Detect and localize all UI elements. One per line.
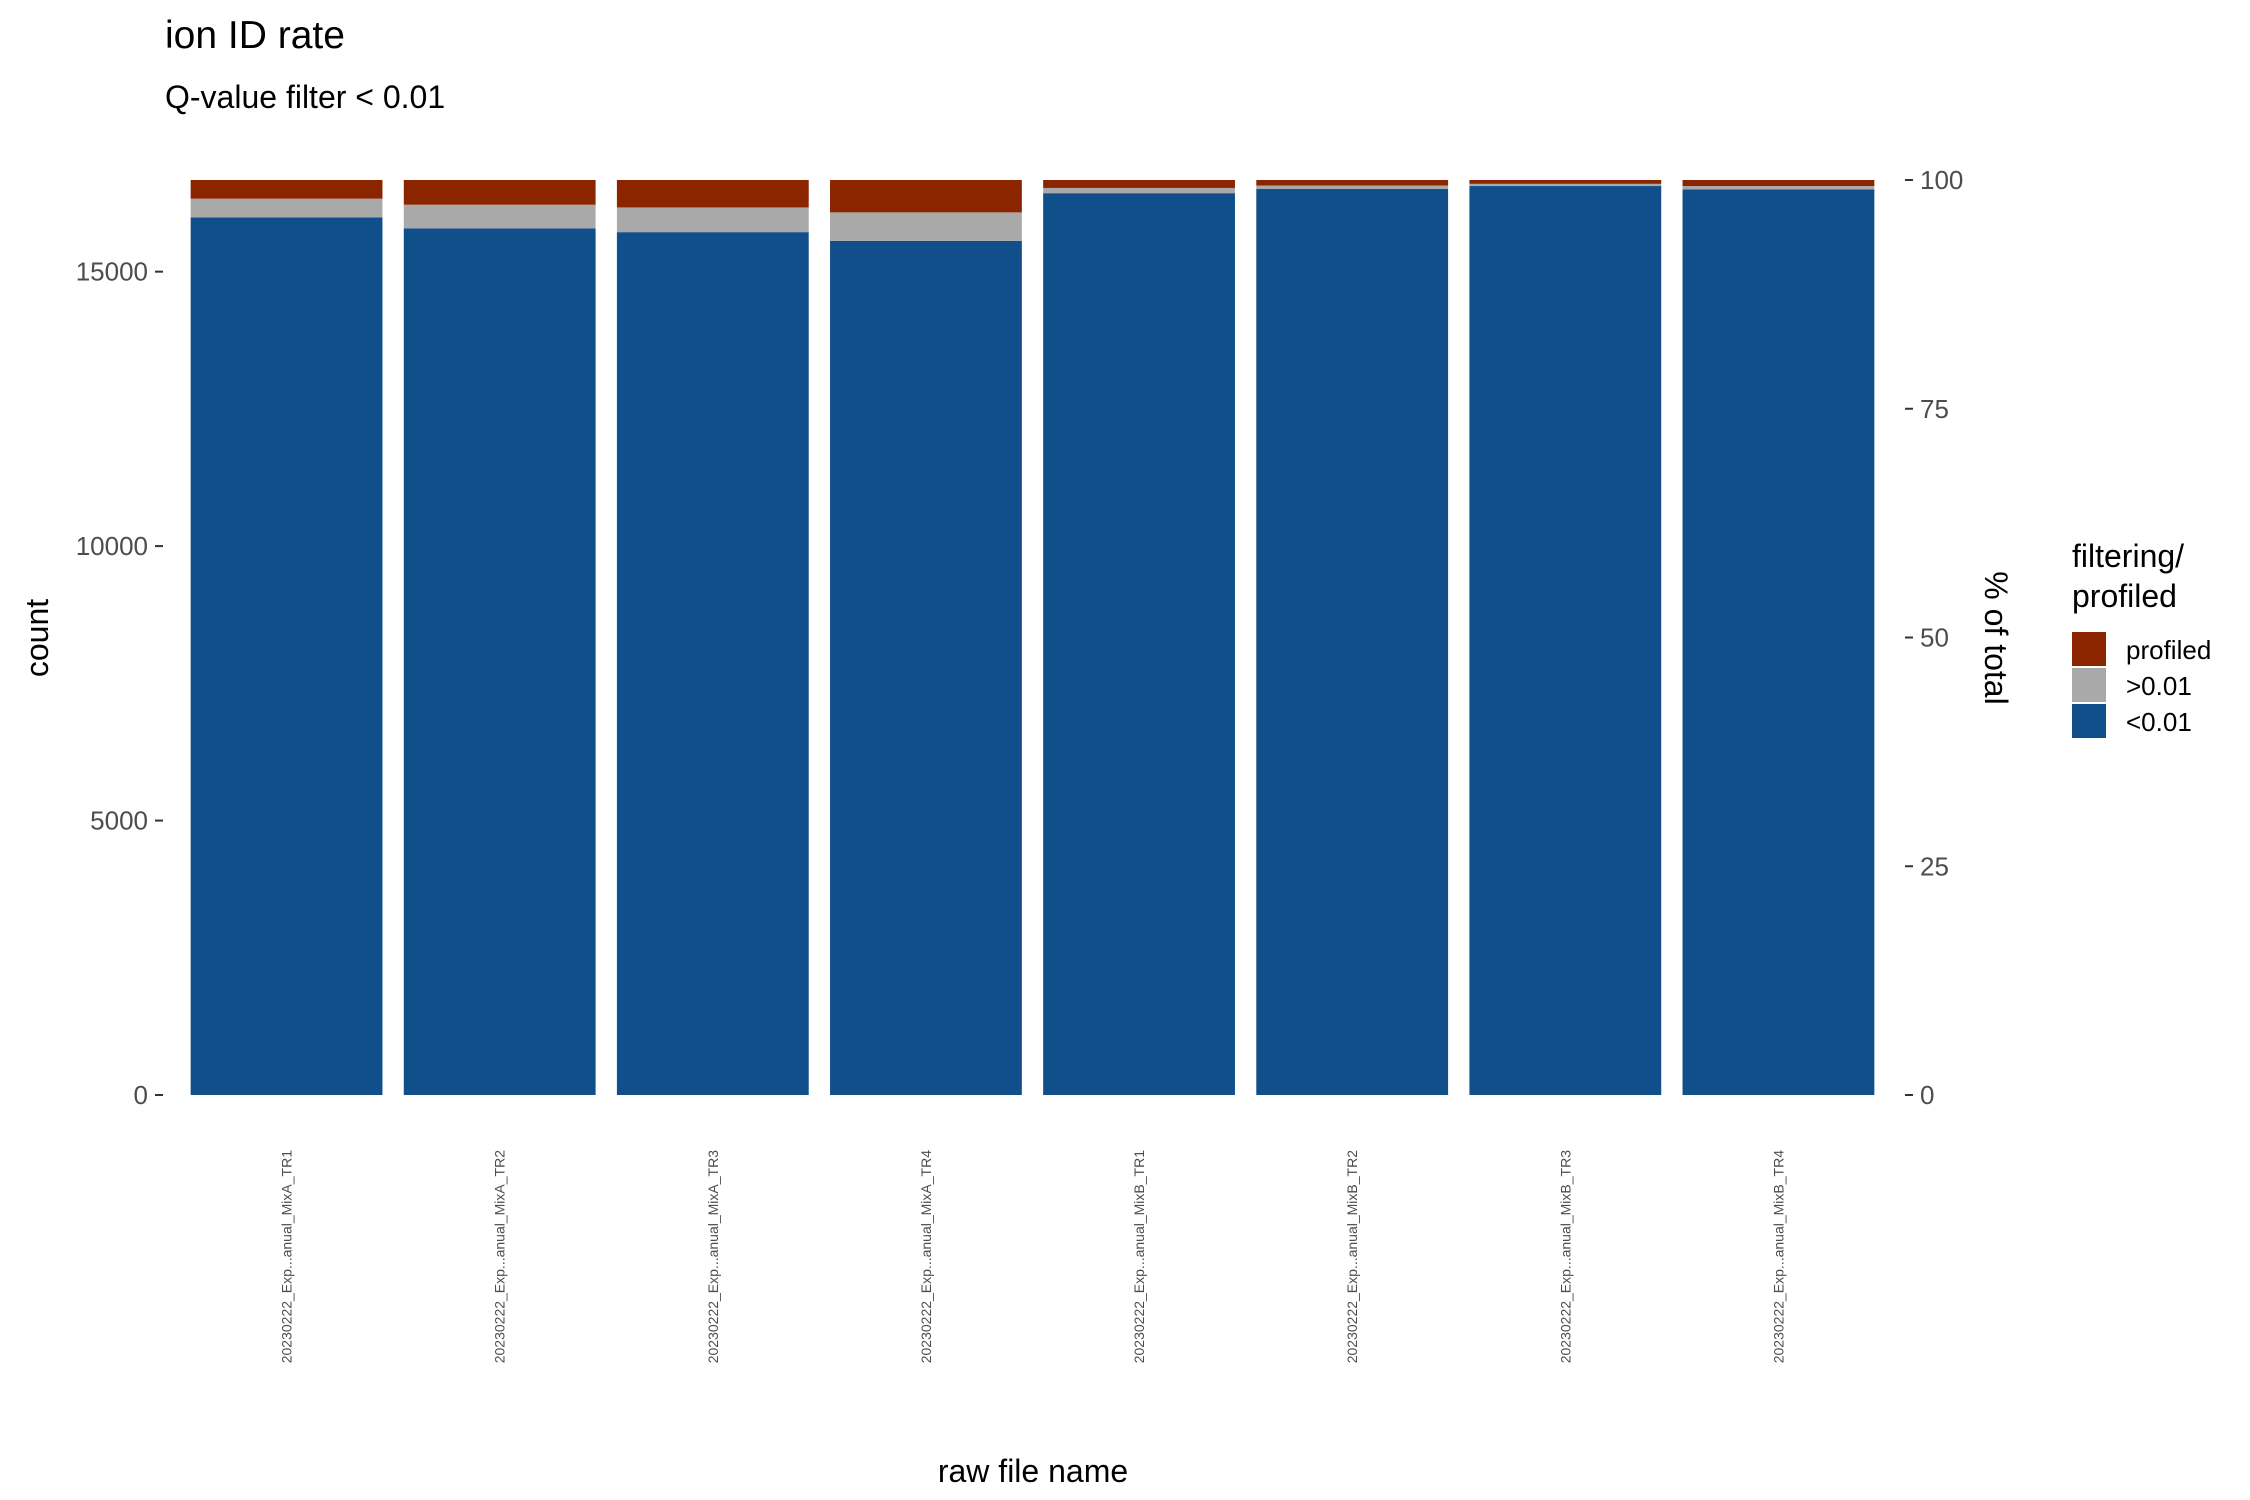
chart-title: ion ID rate	[165, 14, 345, 57]
x-axis: 20230222_Exp...anual_MixA_TR1 20230222_Ex…	[279, 1150, 1787, 1363]
bar-segment-2-8	[1682, 186, 1875, 190]
legend-swatch	[2072, 632, 2106, 666]
plot-area	[190, 180, 1875, 1096]
y-tick-label: 5000	[90, 806, 148, 836]
bar-segment-1-8	[1682, 189, 1875, 1096]
x-tick-label: 20230222_Exp...anual_MixA_TR2	[492, 1150, 508, 1363]
x-tick-label: 20230222_Exp...anual_MixA_TR1	[279, 1150, 295, 1363]
bar-segment-2-6	[1256, 185, 1449, 189]
x-tick-label: 20230222_Exp...anual_MixB_TR4	[1770, 1150, 1786, 1363]
y-right-tick-label: 50	[1920, 623, 1949, 653]
y-axis-left: 0 5000 10000 15000	[76, 257, 163, 1110]
y-axis-right: 0 25 50 75 100	[1905, 165, 1963, 1110]
bar-segment-1-2	[403, 228, 596, 1095]
y-tick-label: 0	[134, 1080, 148, 1110]
legend-label: profiled	[2126, 635, 2211, 665]
x-tick-label: 20230222_Exp...anual_MixB_TR1	[1131, 1150, 1147, 1363]
y-axis-label: count	[19, 599, 55, 677]
legend-label: >0.01	[2126, 671, 2192, 701]
legend-title: filtering/profiled	[2072, 538, 2184, 614]
bar-segment-3-4	[830, 180, 1022, 213]
bar-segment-1-6	[1256, 188, 1449, 1096]
bar-segment-1-3	[616, 232, 809, 1095]
bar-segment-2-7	[1469, 183, 1662, 187]
x-tick-label: 20230222_Exp...anual_MixB_TR2	[1344, 1150, 1360, 1363]
x-tick-label: 20230222_Exp...anual_MixA_TR3	[705, 1150, 721, 1363]
bar-segment-3-2	[403, 180, 596, 205]
y-right-tick-label: 0	[1920, 1080, 1934, 1110]
bar-segment-1-1	[190, 217, 383, 1096]
y-right-tick-label: 75	[1920, 394, 1949, 424]
x-tick-label: 20230222_Exp...anual_MixA_TR4	[918, 1150, 934, 1363]
bar-segment-1-4	[830, 240, 1022, 1095]
legend-swatch	[2072, 704, 2106, 738]
x-tick-label: 20230222_Exp...anual_MixB_TR3	[1557, 1150, 1573, 1363]
bar-segment-2-4	[830, 212, 1022, 241]
y-axis-right-label: % of total	[1978, 571, 2014, 704]
bar-segment-3-3	[616, 180, 809, 208]
y-right-tick-label: 100	[1920, 165, 1963, 195]
bar-segment-2-1	[190, 198, 383, 218]
y-tick-label: 10000	[76, 531, 148, 561]
x-axis-label: raw file name	[938, 1453, 1128, 1489]
bar-segment-2-2	[403, 204, 596, 229]
legend: filtering/profiled profiled >0.01 <0.01	[2072, 538, 2211, 738]
legend-swatch	[2072, 668, 2106, 702]
chart-subtitle: Q-value filter < 0.01	[165, 79, 445, 115]
bar-segment-3-6	[1256, 180, 1449, 186]
bar-segment-1-5	[1043, 193, 1235, 1096]
bar-segment-3-8	[1682, 180, 1875, 187]
bar-segment-3-5	[1043, 180, 1235, 188]
bar-segment-3-7	[1469, 180, 1662, 184]
bar-segment-2-5	[1043, 187, 1235, 194]
bar-segment-3-1	[190, 180, 383, 199]
y-tick-label: 15000	[76, 257, 148, 287]
bar-segment-2-3	[616, 207, 809, 233]
legend-label: <0.01	[2126, 707, 2192, 737]
bar-segment-1-7	[1469, 186, 1662, 1096]
y-right-tick-label: 25	[1920, 851, 1949, 881]
